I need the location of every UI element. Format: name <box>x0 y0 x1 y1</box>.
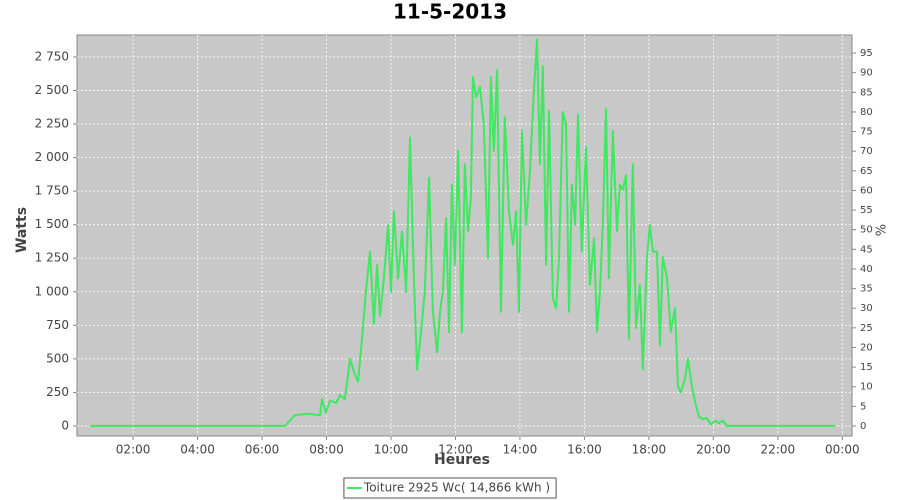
y2-tick-label: 90 <box>860 68 873 79</box>
x-tick-label: 08:00 <box>309 443 344 457</box>
x-tick-label: 00:00 <box>825 443 860 457</box>
x-tick-label: 06:00 <box>245 443 280 457</box>
y2-tick-label: 45 <box>860 244 873 255</box>
x-tick-label: 10:00 <box>374 443 409 457</box>
x-tick-label: 22:00 <box>761 443 796 457</box>
y-tick-label: 0 <box>61 418 69 432</box>
y2-tick-label: 85 <box>860 87 873 98</box>
legend-label: Toiture 2925 Wc( 14,866 kWh ) <box>363 481 550 495</box>
y2-tick-label: 95 <box>860 48 873 59</box>
legend-box <box>343 477 557 499</box>
y-tick-label: 2 500 <box>35 83 69 97</box>
y-tick-label: 1 500 <box>35 217 69 231</box>
chart-title: 11-5-2013 <box>393 0 507 24</box>
x-tick-label: 18:00 <box>632 443 667 457</box>
y-tick-label: 250 <box>46 385 69 399</box>
data-line <box>90 38 835 427</box>
y2-tick-label: 80 <box>860 107 873 118</box>
y2-tick-label: 15 <box>860 362 873 373</box>
y2-tick-label: 55 <box>860 205 873 216</box>
y-tick-label: 2 000 <box>35 150 69 164</box>
x-tick-label: 04:00 <box>180 443 215 457</box>
y-tick-label: 1 750 <box>35 184 69 198</box>
y-tick-label: 1 250 <box>35 251 69 265</box>
y2-tick-label: 50 <box>860 225 873 236</box>
y2-tick-label: 75 <box>860 127 873 138</box>
y2-tick-label: 20 <box>860 342 873 353</box>
y-tick-label: 2 750 <box>35 50 69 64</box>
y2-tick-label: 5 <box>860 401 866 412</box>
y2-tick-label: 60 <box>860 185 873 196</box>
y2-tick-label: 30 <box>860 303 873 314</box>
x-tick-label: 16:00 <box>567 443 602 457</box>
y-tick-label: 2 250 <box>35 117 69 131</box>
y-tick-label: 1 000 <box>35 284 69 298</box>
x-tick-label: 20:00 <box>696 443 731 457</box>
y2-tick-label: 65 <box>860 166 873 177</box>
y-axis-title: Watts <box>14 207 30 253</box>
y-tick-label: 500 <box>46 351 69 365</box>
x-tick-label: 12:00 <box>438 443 473 457</box>
y2-axis-title: % <box>875 224 890 236</box>
y2-tick-label: 0 <box>860 421 866 432</box>
y2-tick-label: 10 <box>860 382 873 393</box>
y2-tick-label: 40 <box>860 264 873 275</box>
y2-tick-label: 70 <box>860 146 873 157</box>
y-tick-label: 750 <box>46 318 69 332</box>
x-tick-label: 02:00 <box>116 443 151 457</box>
y2-tick-label: 25 <box>860 323 873 334</box>
y2-tick-label: 35 <box>860 284 873 295</box>
x-tick-label: 14:00 <box>503 443 538 457</box>
x-axis-title: Heures <box>434 452 490 468</box>
